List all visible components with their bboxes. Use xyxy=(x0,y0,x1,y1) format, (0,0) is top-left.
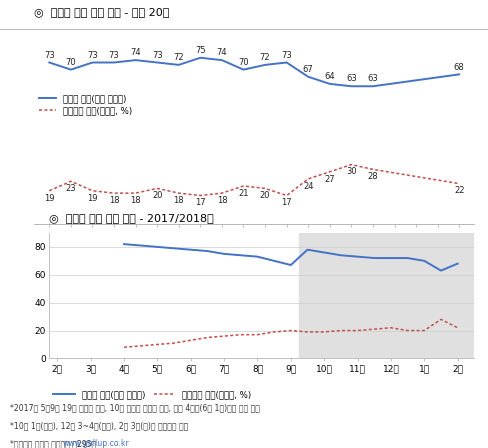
Text: 22: 22 xyxy=(453,186,464,195)
Text: 18: 18 xyxy=(108,196,119,205)
Text: 70: 70 xyxy=(238,58,248,67)
Text: 18: 18 xyxy=(130,196,141,205)
Text: 63: 63 xyxy=(367,74,378,83)
Text: www.gallup.co.kr: www.gallup.co.kr xyxy=(63,439,129,448)
Text: 73: 73 xyxy=(281,51,291,60)
Text: 19: 19 xyxy=(87,194,98,202)
Text: 72: 72 xyxy=(259,53,270,62)
Text: 17: 17 xyxy=(281,198,291,207)
Text: 18: 18 xyxy=(173,196,183,205)
Text: 19: 19 xyxy=(44,194,55,202)
Text: 27: 27 xyxy=(324,175,334,184)
Text: 17: 17 xyxy=(195,198,205,207)
Text: 20: 20 xyxy=(259,191,270,200)
Text: 75: 75 xyxy=(195,46,205,55)
Text: 70: 70 xyxy=(65,58,76,67)
Text: 68: 68 xyxy=(453,63,464,72)
Legend: 잘하고 있다(직무 긍정률), 잘못하고 있다(부정률, %): 잘하고 있다(직무 긍정률), 잘못하고 있다(부정률, %) xyxy=(53,390,251,399)
Text: *2017년 5월9일 19대 대통령 선거, 10일 문재인 대통령 취임, 취임 4주차(6월 1주)부터 직무 평가: *2017년 5월9일 19대 대통령 선거, 10일 문재인 대통령 취임, … xyxy=(10,403,259,412)
Text: 73: 73 xyxy=(87,51,98,60)
Text: 20: 20 xyxy=(152,191,162,200)
Text: 28: 28 xyxy=(367,172,378,181)
Legend: 잘하고 있다(직무 긍정률), 잘못하고 있다(부정률, %): 잘하고 있다(직무 긍정률), 잘못하고 있다(부정률, %) xyxy=(39,94,131,115)
Text: 18: 18 xyxy=(216,196,227,205)
Text: *10월 1주(추석), 12월 3~4주(연말), 2월 3주(설)는 조사하지 않음: *10월 1주(추석), 12월 3~4주(연말), 2월 3주(설)는 조사하… xyxy=(10,421,188,430)
Text: 23: 23 xyxy=(65,184,76,193)
Text: 64: 64 xyxy=(324,72,334,81)
Text: 74: 74 xyxy=(130,48,141,57)
Text: 24: 24 xyxy=(303,182,313,191)
Text: 74: 74 xyxy=(216,48,227,57)
Text: 73: 73 xyxy=(44,51,55,60)
Text: 67: 67 xyxy=(302,65,313,74)
Text: *한국갤럽 데일리 오피니언 제295호: *한국갤럽 데일리 오피니언 제295호 xyxy=(10,439,98,448)
Text: 73: 73 xyxy=(108,51,119,60)
Text: 63: 63 xyxy=(346,74,356,83)
Text: 72: 72 xyxy=(173,53,183,62)
Text: 21: 21 xyxy=(238,189,248,198)
Text: ◎  대통령 직무 수행 평가 - 2017/2018년: ◎ 대통령 직무 수행 평가 - 2017/2018년 xyxy=(49,213,213,223)
Bar xyxy=(299,233,473,358)
Text: 73: 73 xyxy=(151,51,162,60)
Text: ◎  대통령 직무 수행 평가 - 최근 20주: ◎ 대통령 직무 수행 평가 - 최근 20주 xyxy=(34,7,169,17)
Text: 30: 30 xyxy=(346,168,356,177)
